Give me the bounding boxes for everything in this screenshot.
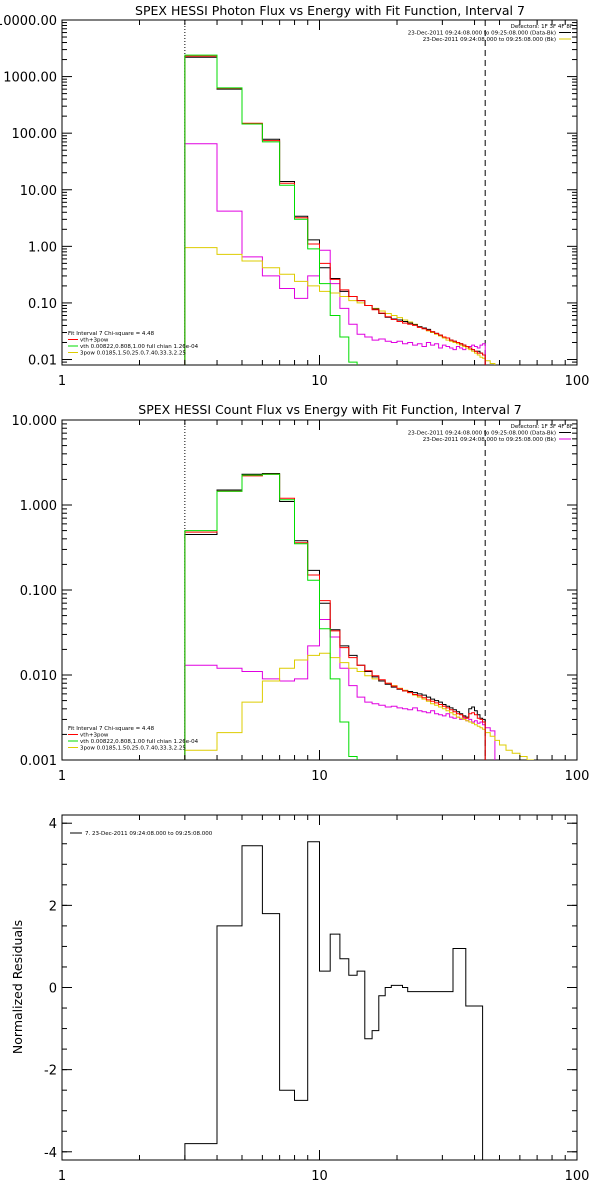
residuals-series-residuals [184, 841, 486, 1160]
photon-panel-title: SPEX HESSI Photon Flux vs Energy with Fi… [135, 3, 525, 18]
photon-y-tick-label: 10.00 [20, 184, 57, 199]
count-x-tick-label: 100 [565, 769, 590, 784]
photon-legend-label: vth+3pow [80, 338, 109, 344]
photon-legend-label: 23-Dec-2011 09:24:08.000 to 09:25:08.000… [423, 37, 556, 43]
residuals-x-tick-label: 100 [565, 1169, 590, 1184]
panel-count-flux: SPEX HESSI Count Flux vs Energy with Fit… [12, 402, 590, 784]
count-series-vth [184, 473, 358, 760]
count-legend-label: 23-Dec-2011 09:24:08.000 to 09:25:08.000… [408, 431, 556, 437]
photon-legend-label: Detectors: 1F 3F 4F 8F [511, 24, 573, 30]
photon-series [184, 54, 496, 365]
photon-legend-label: vth 0.00822,0.808,1.00 full chian 1.26e-… [80, 344, 199, 350]
count-x-tick-label: 1 [58, 769, 66, 784]
photon-y-tick-label: 1000.00 [3, 71, 57, 86]
photon-y-tick-label: 1.00 [28, 240, 57, 255]
residuals-y-axis: -4 -2 0 2 4 [44, 817, 577, 1161]
photon-legend-label: 3pow 0.0185,1.50,25.0,7.40,33.3,2.25 [80, 351, 186, 357]
residuals-y-tick-label: -2 [44, 1064, 57, 1079]
count-legend-label: 3pow 0.0185,1.50,25.0,7.40,33.3,2.25 [80, 746, 186, 752]
count-legend-label: Detectors: 1F 3F 4F 8F [511, 424, 573, 430]
photon-y-tick-label: 0.01 [28, 354, 57, 369]
count-legend-label: Fit Interval 7 Chi-square = 4.48 [68, 726, 155, 732]
residuals-x-axis: 1 10 100 [58, 815, 590, 1184]
photon-x-tick-label: 10 [311, 374, 328, 389]
count-series-total-fit [184, 473, 486, 760]
count-x-axis: 1 10 100 [58, 420, 590, 784]
residuals-y-tick-label: 4 [49, 817, 57, 832]
residuals-x-tick-label: 10 [311, 1169, 328, 1184]
photon-legend-label: 23-Dec-2011 09:24:08.000 to 09:25:08.000… [408, 31, 556, 37]
count-legend-label: 23-Dec-2011 09:24:08.000 to 09:25:08.000… [423, 437, 556, 443]
residuals-legend-label: 7. 23-Dec-2011 09:24:08.000 to 09:25:08.… [85, 831, 213, 837]
count-legend-bottom-left: Fit Interval 7 Chi-square = 4.48vth+3pow… [68, 726, 199, 752]
panel-residuals: Normalized Residuals 1 10 100 -4 -2 0 2 4 7. 2… [10, 814, 590, 1184]
photon-y-axis: 0.01 0.10 1.00 10.00 100.00 1000.00 10000.00 [0, 14, 577, 369]
count-y-tick-label: 1.000 [20, 499, 57, 514]
photon-y-tick-label: 0.10 [28, 297, 57, 312]
photon-x-tick-label: 1 [58, 374, 66, 389]
photon-legend-bottom-left: Fit Interval 7 Chi-square = 4.48vth+3pow… [68, 331, 199, 357]
count-panel-title: SPEX HESSI Count Flux vs Energy with Fit… [138, 402, 521, 417]
count-legend-label: vth 0.00822,0.808,1.00 full chian 1.26e-… [80, 739, 199, 745]
panel-photon-flux: SPEX HESSI Photon Flux vs Energy with Fi… [0, 3, 589, 389]
count-x-tick-label: 10 [311, 769, 328, 784]
photon-series-vth [184, 54, 358, 365]
count-series-3pow [184, 619, 496, 760]
count-y-tick-label: 0.100 [20, 584, 57, 599]
photon-y-tick-label: 10000.00 [0, 14, 57, 29]
count-series [184, 473, 534, 760]
residuals-x-tick-label: 1 [58, 1169, 66, 1184]
residuals-y-tick-label: -4 [44, 1146, 57, 1161]
count-y-tick-label: 0.010 [20, 669, 57, 684]
residuals-y-axis-label: Normalized Residuals [10, 920, 25, 1054]
residuals-y-tick-label: 0 [49, 982, 57, 997]
photon-legend-label: Fit Interval 7 Chi-square = 4.48 [68, 331, 155, 337]
count-legend-label: vth+3pow [80, 733, 109, 739]
residuals-legend: 7. 23-Dec-2011 09:24:08.000 to 09:25:08.… [70, 831, 213, 837]
photon-series-total-fit [184, 55, 486, 365]
count-vlines [184, 420, 486, 760]
count-y-tick-label: 0.001 [20, 754, 57, 769]
photon-x-axis: 1 10 100 [58, 20, 590, 389]
photon-x-tick-label: 100 [565, 374, 590, 389]
photon-y-tick-label: 100.00 [12, 127, 58, 142]
count-y-tick-label: 10.000 [12, 414, 58, 429]
count-y-axis: 0.001 0.010 0.100 1.000 10.000 [12, 414, 577, 769]
residuals-y-tick-label: 2 [49, 899, 57, 914]
residuals-series [184, 841, 486, 1160]
